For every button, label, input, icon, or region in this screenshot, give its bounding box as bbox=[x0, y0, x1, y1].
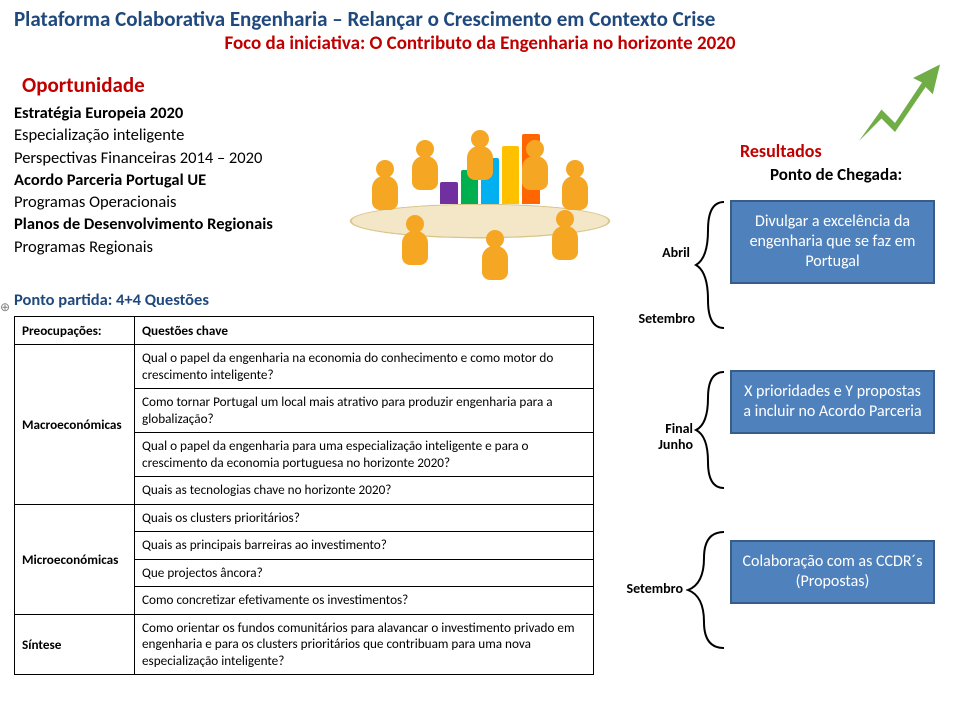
brace-icon bbox=[686, 530, 728, 650]
bar-decor bbox=[502, 146, 520, 204]
table-question: Qual o papel da engenharia na economia d… bbox=[135, 345, 594, 389]
table-category: Síntese bbox=[15, 614, 135, 675]
table-question: Quais as tecnologias chave no horizonte … bbox=[135, 477, 594, 505]
ponto-partida-heading: Ponto partida: 4+4 Questões bbox=[14, 290, 209, 310]
strategy-line: Acordo Parceria Portugal UE bbox=[14, 169, 334, 191]
results-subheading: Ponto de Chegada: bbox=[770, 164, 902, 185]
page-title-sub: Foco da iniciativa: O Contributo da Enge… bbox=[14, 32, 946, 55]
person-figure bbox=[410, 140, 440, 195]
timeline-label-setembro: Setembro bbox=[620, 310, 695, 327]
strategy-line: Programas Operacionais bbox=[14, 191, 334, 213]
person-figure bbox=[480, 230, 510, 285]
table-category: Macroeconómicas bbox=[15, 345, 135, 505]
table-question: Como tornar Portugal um local mais atrat… bbox=[135, 389, 594, 433]
table-header: Questões chave bbox=[135, 317, 594, 345]
person-figure bbox=[400, 215, 430, 270]
person-figure bbox=[370, 160, 400, 215]
timeline-label-final: Final bbox=[648, 420, 693, 437]
growth-arrow-icon bbox=[850, 60, 940, 150]
strategy-list: Estratégia Europeia 2020 Especialização … bbox=[14, 102, 334, 258]
timeline-label-setembro2: Setembro bbox=[608, 580, 683, 597]
result-box-2: X prioridades e Y propostas a incluir no… bbox=[730, 370, 935, 434]
table-question: Quais as principais barreiras ao investi… bbox=[135, 532, 594, 560]
table-question: Como concretizar efetivamente os investi… bbox=[135, 587, 594, 615]
person-figure bbox=[560, 160, 590, 215]
brace-icon bbox=[694, 200, 728, 330]
table-question: Como orientar os fundos comunitários par… bbox=[135, 614, 594, 675]
strategy-line: Especialização inteligente bbox=[14, 124, 334, 146]
table-question: Qual o papel da engenharia para uma espe… bbox=[135, 433, 594, 477]
table-move-handle-icon: ⊕ bbox=[0, 300, 10, 315]
timeline-label-junho: Junho bbox=[648, 436, 693, 453]
questions-table: Preocupações: Questões chave Macroeconóm… bbox=[14, 316, 594, 675]
table-question: Quais os clusters prioritários? bbox=[135, 504, 594, 532]
brace-icon bbox=[694, 370, 728, 490]
result-box-1: Divulgar a excelência da engenharia que … bbox=[730, 200, 935, 284]
person-figure bbox=[520, 140, 550, 195]
page-title-main: Plataforma Colaborativa Engenharia – Rel… bbox=[14, 6, 946, 32]
oportunidade-heading: Oportunidade bbox=[22, 72, 145, 98]
person-figure bbox=[465, 130, 495, 185]
bar-decor bbox=[440, 182, 458, 204]
timeline-label-abril: Abril bbox=[640, 244, 690, 261]
strategy-line: Programas Regionais bbox=[14, 236, 334, 258]
meeting-illustration bbox=[340, 80, 620, 280]
person-figure bbox=[550, 210, 580, 265]
table-question: Que projectos âncora? bbox=[135, 559, 594, 587]
results-heading: Resultados bbox=[740, 140, 822, 162]
result-box-3: Colaboração com as CCDR´s (Propostas) bbox=[730, 540, 935, 604]
strategy-line: Estratégia Europeia 2020 bbox=[14, 102, 334, 124]
strategy-line: Perspectivas Financeiras 2014 – 2020 bbox=[14, 147, 334, 169]
table-category: Microeconómicas bbox=[15, 504, 135, 614]
strategy-line: Planos de Desenvolvimento Regionais bbox=[14, 213, 334, 235]
table-header: Preocupações: bbox=[15, 317, 135, 345]
